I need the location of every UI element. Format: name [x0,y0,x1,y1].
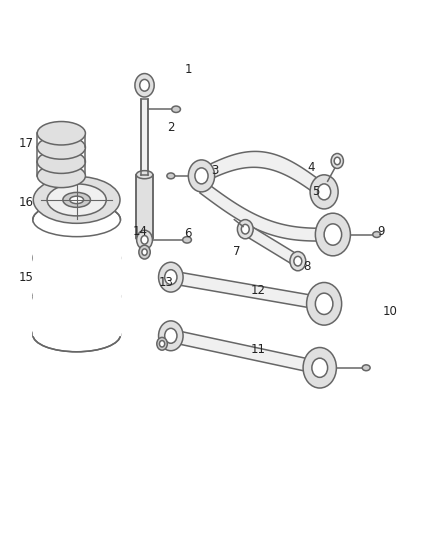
Circle shape [290,252,306,271]
Ellipse shape [47,184,106,216]
Bar [33,296,120,335]
Circle shape [312,358,328,377]
Ellipse shape [33,176,120,223]
Circle shape [237,220,253,239]
Circle shape [307,282,342,325]
Circle shape [140,79,149,91]
Bar [136,175,153,238]
Text: 11: 11 [251,343,266,356]
Circle shape [139,245,150,259]
Ellipse shape [136,234,153,243]
Circle shape [159,262,183,292]
Circle shape [165,328,177,343]
Circle shape [159,321,183,351]
Polygon shape [170,329,321,374]
Ellipse shape [373,231,381,238]
Text: 5: 5 [312,185,319,198]
Circle shape [188,160,215,192]
Text: 6: 6 [184,227,192,240]
Circle shape [310,175,338,209]
Text: 16: 16 [19,196,34,209]
Ellipse shape [362,365,370,371]
Text: 1: 1 [184,63,192,76]
Circle shape [318,184,331,200]
Text: 7: 7 [233,245,240,258]
Bar [33,258,120,296]
Text: 17: 17 [19,138,34,150]
Circle shape [195,168,208,184]
Circle shape [165,270,177,285]
Polygon shape [200,180,335,241]
Text: 3: 3 [211,164,218,177]
Ellipse shape [136,171,153,179]
Circle shape [303,348,336,388]
Circle shape [324,224,342,245]
Text: 12: 12 [251,284,266,297]
Circle shape [142,249,147,255]
Circle shape [157,337,167,350]
Text: 13: 13 [159,276,174,289]
Ellipse shape [172,106,180,112]
Ellipse shape [70,196,84,204]
Bar [141,99,148,175]
Circle shape [331,154,343,168]
Bar [33,220,120,258]
Ellipse shape [183,237,191,243]
Circle shape [159,341,165,347]
Text: 14: 14 [133,225,148,238]
Text: 15: 15 [19,271,34,284]
Text: 4: 4 [307,161,315,174]
Ellipse shape [37,136,85,159]
Circle shape [315,213,350,256]
Circle shape [315,293,333,314]
Circle shape [334,157,340,165]
Circle shape [241,224,249,234]
Circle shape [135,74,154,97]
Polygon shape [243,224,300,266]
Circle shape [294,256,302,266]
Ellipse shape [37,122,85,145]
Text: 9: 9 [377,225,385,238]
Ellipse shape [63,192,90,207]
Text: 2: 2 [167,122,175,134]
Ellipse shape [167,173,175,179]
Text: 8: 8 [303,260,310,273]
Polygon shape [170,271,325,310]
Ellipse shape [37,150,85,173]
Circle shape [141,236,148,244]
Circle shape [137,230,152,249]
Text: 10: 10 [382,305,397,318]
Ellipse shape [37,164,85,188]
Polygon shape [201,151,325,200]
